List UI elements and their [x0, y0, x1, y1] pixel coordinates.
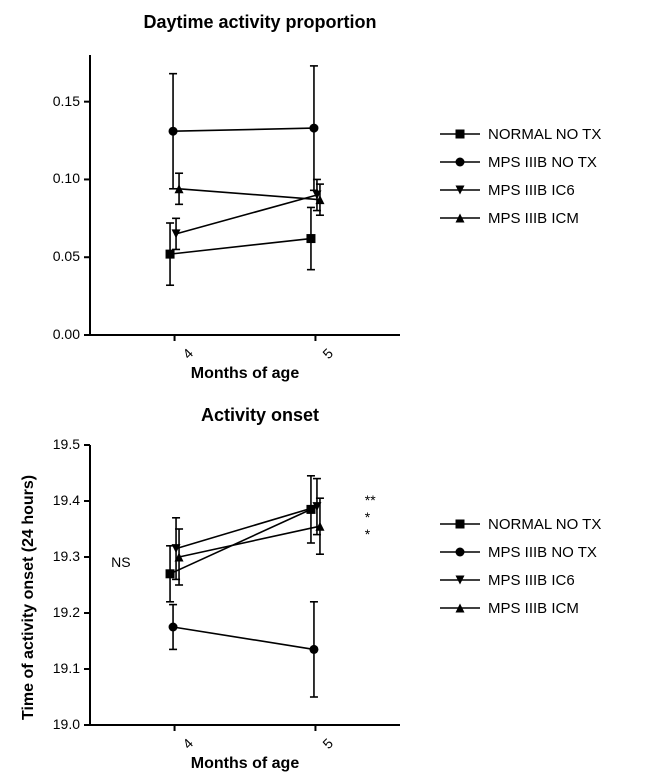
series-line	[170, 509, 311, 573]
data-marker	[309, 645, 318, 654]
chart-svg-bottom	[0, 0, 666, 780]
y-tick-label: 19.0	[38, 716, 80, 732]
legend-label: MPS IIIB IC6	[488, 572, 575, 589]
annotation: **	[365, 492, 376, 508]
y-tick-label: 19.3	[38, 548, 80, 564]
legend-item: MPS IIIB IC6	[440, 566, 601, 594]
legend-item: MPS IIIB NO TX	[440, 538, 601, 566]
legend-marker-icon	[440, 601, 480, 615]
legend-marker-icon	[440, 517, 480, 531]
y-tick-label: 19.1	[38, 660, 80, 676]
legend-marker-icon	[440, 545, 480, 559]
y-tick-label: 19.5	[38, 436, 80, 452]
figure: Daytime activity proportionMonths of age…	[0, 0, 666, 780]
legend-item: MPS IIIB ICM	[440, 594, 601, 622]
legend-label: MPS IIIB ICM	[488, 600, 579, 617]
annotation: NS	[111, 554, 130, 570]
annotation: *	[365, 526, 370, 542]
y-tick-label: 19.4	[38, 492, 80, 508]
annotation: *	[365, 509, 370, 525]
data-marker	[169, 623, 178, 632]
legend-item: NORMAL NO TX	[440, 510, 601, 538]
y-tick-label: 19.2	[38, 604, 80, 620]
legend-label: NORMAL NO TX	[488, 516, 601, 533]
data-marker	[166, 569, 175, 578]
legend: NORMAL NO TX MPS IIIB NO TX MPS IIIB IC6 MP…	[440, 510, 601, 622]
series-line	[173, 627, 314, 649]
legend-marker-icon	[440, 573, 480, 587]
legend-label: MPS IIIB NO TX	[488, 544, 597, 561]
